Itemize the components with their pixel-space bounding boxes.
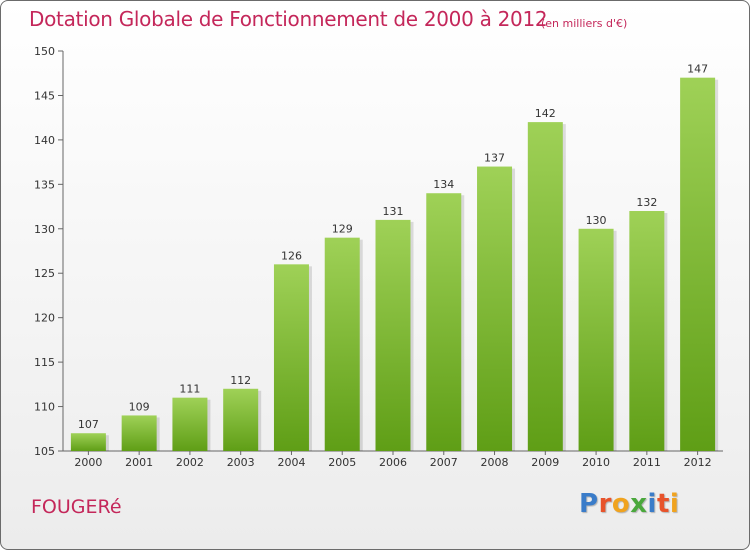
bar-2008 (477, 166, 513, 452)
x-tick-label-2005: 2005 (328, 456, 356, 469)
bar-2012 (680, 77, 716, 452)
y-tick-label: 145 (34, 89, 55, 102)
x-tick-label-2008: 2008 (481, 456, 509, 469)
x-tick-label-2007: 2007 (430, 456, 458, 469)
chart-title: Dotation Globale de Fonctionnement de 20… (29, 7, 548, 31)
y-tick-label: 140 (34, 134, 55, 147)
y-tick-label: 125 (34, 267, 55, 280)
x-tick-label-2011: 2011 (633, 456, 661, 469)
bar-2006 (375, 219, 411, 451)
x-tick-label-2012: 2012 (684, 456, 712, 469)
bar-2010 (578, 228, 614, 451)
y-tick-label: 105 (34, 445, 55, 458)
bar-2009 (527, 122, 563, 451)
commune-name: FOUGERé (31, 496, 122, 518)
x-tick-label-2009: 2009 (531, 456, 559, 469)
logo-letter: i (647, 489, 657, 519)
data-label-2000: 107 (78, 418, 99, 431)
x-tick-label-2006: 2006 (379, 456, 407, 469)
bar-2007 (426, 193, 462, 451)
x-tick-label-2001: 2001 (125, 456, 153, 469)
logo-letter: t (656, 489, 670, 519)
data-label-2004: 126 (281, 249, 302, 262)
bar-2002 (172, 397, 208, 451)
data-label-2001: 109 (129, 400, 150, 413)
y-tick-label: 115 (34, 356, 55, 369)
chart-bars: 107 109 111 112 126 129 131 134 137 142 130 132 147 (70, 63, 719, 452)
x-tick-label-2004: 2004 (277, 456, 305, 469)
data-label-2010: 130 (586, 214, 607, 227)
bar-2003 (223, 388, 259, 451)
logo-letter: i (669, 489, 680, 519)
x-tick-label-2010: 2010 (582, 456, 610, 469)
proxiti-logo: Proxiti (579, 489, 679, 519)
bar-2004 (273, 264, 309, 451)
y-tick-label: 130 (34, 223, 55, 236)
bar-2000 (70, 433, 106, 451)
data-label-2005: 129 (332, 223, 353, 236)
y-tick-label: 110 (34, 401, 55, 414)
x-tick-label-2000: 2000 (74, 456, 102, 469)
logo-letter: o (611, 489, 631, 519)
x-tick-label-2002: 2002 (176, 456, 204, 469)
data-label-2012: 147 (687, 63, 708, 76)
logo-letter: P (579, 489, 599, 519)
data-label-2007: 134 (433, 178, 454, 191)
y-tick-label: 150 (34, 45, 55, 58)
logo-letter: x (630, 489, 648, 519)
y-tick-label: 120 (34, 312, 55, 325)
data-label-2002: 111 (179, 383, 200, 396)
bar-2005 (324, 237, 360, 451)
data-label-2008: 137 (484, 152, 505, 165)
bar-2011 (629, 211, 665, 451)
data-label-2003: 112 (230, 374, 251, 387)
x-tick-label-2003: 2003 (227, 456, 255, 469)
chart-subtitle: (en milliers d'€) (541, 17, 628, 30)
bar-2001 (121, 415, 157, 451)
data-label-2006: 131 (383, 205, 404, 218)
logo-letter: r (598, 489, 612, 519)
data-label-2009: 142 (535, 107, 556, 120)
y-tick-label: 135 (34, 178, 55, 191)
data-label-2011: 132 (636, 196, 657, 209)
chart-axes: 105 110 115 120 125 130 135 140 145 150 2000 2001 20… (34, 45, 723, 469)
